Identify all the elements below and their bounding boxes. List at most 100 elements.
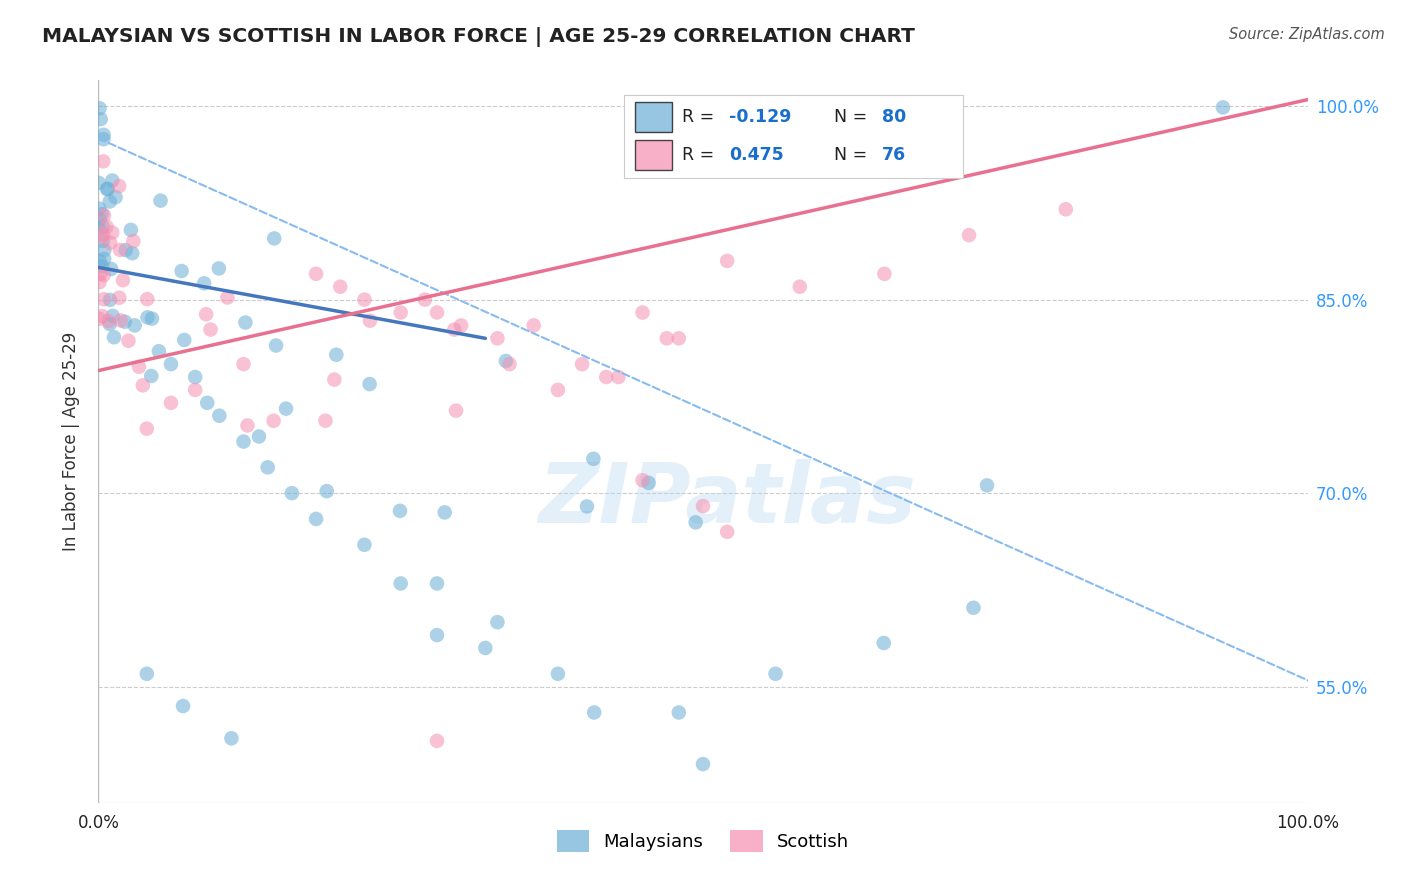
Point <box>108 243 131 257</box>
Point <box>426 734 449 748</box>
Point <box>595 370 617 384</box>
Point <box>976 478 998 492</box>
Point <box>263 231 285 245</box>
Point <box>765 666 787 681</box>
Point <box>486 331 509 345</box>
Point <box>873 267 896 281</box>
Text: Source: ZipAtlas.com: Source: ZipAtlas.com <box>1229 27 1385 42</box>
Point <box>195 396 218 410</box>
Point <box>89 254 111 268</box>
Point <box>89 267 111 281</box>
Point <box>433 505 456 519</box>
Point <box>443 322 465 336</box>
Point <box>96 182 118 196</box>
Point <box>583 706 606 720</box>
Point <box>359 377 381 392</box>
Point <box>91 234 114 248</box>
Point <box>91 207 114 221</box>
Point <box>170 264 193 278</box>
Point <box>120 223 142 237</box>
Point <box>389 576 412 591</box>
Point <box>655 331 678 345</box>
Point <box>486 615 509 630</box>
Point <box>141 369 163 384</box>
Point <box>160 357 183 371</box>
Point <box>111 273 134 287</box>
Point <box>93 208 115 222</box>
Point <box>114 315 136 329</box>
Point <box>232 434 254 449</box>
Point <box>426 305 449 319</box>
Point <box>98 293 121 307</box>
Point <box>101 173 124 187</box>
Point <box>124 318 146 333</box>
Point <box>98 235 121 250</box>
Point <box>184 370 207 384</box>
Point <box>135 666 157 681</box>
Point <box>426 628 449 642</box>
Point <box>89 101 111 115</box>
Point <box>96 219 118 234</box>
Point <box>89 275 111 289</box>
Point <box>353 538 375 552</box>
Point <box>110 313 132 327</box>
Point <box>962 600 984 615</box>
Point <box>547 383 569 397</box>
Point <box>274 401 297 416</box>
Point <box>426 576 449 591</box>
Point <box>957 228 980 243</box>
Point <box>121 246 143 260</box>
Point <box>117 334 139 348</box>
Point <box>93 128 115 142</box>
Point <box>200 322 222 336</box>
Point <box>87 176 110 190</box>
Point <box>108 179 131 194</box>
Point <box>91 259 114 273</box>
Point <box>523 318 546 333</box>
Point <box>148 344 170 359</box>
Point <box>97 314 120 328</box>
Point <box>314 414 336 428</box>
Point <box>93 243 115 257</box>
Point <box>353 293 375 307</box>
Point <box>208 261 231 276</box>
Point <box>607 370 630 384</box>
Text: MALAYSIAN VS SCOTTISH IN LABOR FORCE | AGE 25-29 CORRELATION CHART: MALAYSIAN VS SCOTTISH IN LABOR FORCE | A… <box>42 27 915 46</box>
Point <box>474 640 496 655</box>
Point <box>450 318 472 333</box>
Point <box>305 267 328 281</box>
Point <box>193 277 215 291</box>
Point <box>305 512 328 526</box>
Point <box>93 292 115 306</box>
Point <box>89 202 111 216</box>
Point <box>637 475 659 490</box>
Point <box>89 212 111 227</box>
Point <box>93 252 115 266</box>
Point <box>325 348 347 362</box>
Point <box>90 230 112 244</box>
Point <box>631 305 654 319</box>
Point <box>668 331 690 345</box>
Point <box>98 317 121 331</box>
Point <box>122 234 145 248</box>
Point <box>716 253 738 268</box>
Point <box>135 422 157 436</box>
Point <box>413 293 436 307</box>
Point <box>87 221 110 235</box>
Point <box>101 226 124 240</box>
Point <box>571 357 593 371</box>
Point <box>236 418 259 433</box>
Point <box>1212 100 1234 114</box>
Point <box>132 378 155 392</box>
Point <box>575 500 598 514</box>
Text: ZIPatlas: ZIPatlas <box>538 458 917 540</box>
Point <box>789 279 811 293</box>
Point <box>582 451 605 466</box>
Point <box>315 484 337 499</box>
Point <box>323 373 346 387</box>
Point <box>389 305 412 319</box>
Point <box>444 403 467 417</box>
Point <box>104 190 127 204</box>
Point <box>128 359 150 374</box>
Point <box>264 338 287 352</box>
